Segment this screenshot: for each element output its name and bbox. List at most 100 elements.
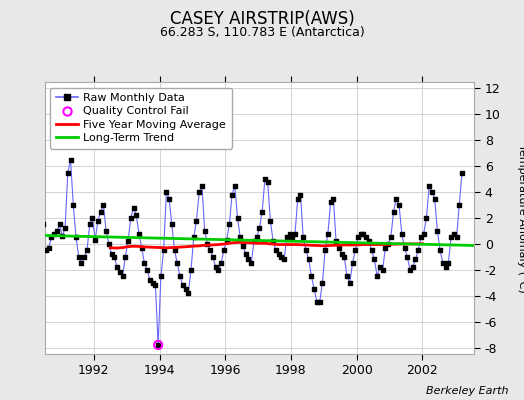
Point — [42, 247, 50, 254]
Point — [140, 260, 149, 266]
Point — [99, 202, 107, 208]
Point — [255, 225, 264, 232]
Point — [212, 264, 220, 270]
Point — [228, 192, 236, 198]
Text: 66.283 S, 110.783 E (Antarctica): 66.283 S, 110.783 E (Antarctica) — [160, 26, 364, 39]
Point — [56, 221, 64, 228]
Point — [329, 195, 337, 202]
Point — [181, 286, 190, 292]
Point — [195, 189, 203, 195]
Point — [346, 280, 354, 286]
Point — [304, 256, 313, 263]
Point — [222, 237, 231, 243]
Point — [217, 260, 225, 266]
Point — [264, 178, 272, 185]
Point — [102, 228, 111, 234]
Point — [96, 208, 105, 215]
Point — [58, 233, 67, 239]
Point — [378, 267, 387, 273]
Point — [173, 260, 181, 266]
Legend: Raw Monthly Data, Quality Control Fail, Five Year Moving Average, Long-Term Tren: Raw Monthly Data, Quality Control Fail, … — [50, 88, 232, 149]
Point — [137, 244, 146, 251]
Point — [63, 170, 72, 176]
Point — [159, 247, 168, 254]
Point — [409, 264, 417, 270]
Point — [91, 237, 100, 243]
Point — [365, 238, 373, 244]
Point — [74, 254, 83, 260]
Point — [236, 234, 245, 241]
Point — [113, 264, 121, 270]
Point — [282, 234, 291, 241]
Point — [143, 267, 151, 273]
Point — [247, 260, 255, 266]
Point — [458, 170, 466, 176]
Point — [214, 267, 223, 273]
Point — [433, 228, 442, 234]
Point — [277, 254, 286, 260]
Point — [176, 273, 184, 280]
Point — [354, 234, 362, 241]
Point — [441, 264, 450, 270]
Point — [184, 290, 192, 296]
Point — [335, 244, 343, 251]
Point — [450, 230, 458, 237]
Point — [192, 217, 201, 224]
Point — [293, 195, 302, 202]
Point — [269, 238, 277, 244]
Point — [310, 286, 319, 292]
Point — [105, 241, 113, 247]
Point — [34, 170, 42, 176]
Point — [187, 267, 195, 273]
Point — [127, 215, 135, 221]
Point — [428, 189, 436, 195]
Point — [321, 247, 329, 254]
Point — [411, 256, 420, 263]
Point — [332, 238, 340, 244]
Y-axis label: Temperature Anomaly (°C): Temperature Anomaly (°C) — [517, 144, 524, 292]
Point — [203, 241, 212, 247]
Point — [107, 251, 116, 258]
Point — [201, 228, 209, 234]
Point — [455, 202, 463, 208]
Point — [179, 282, 187, 288]
Point — [420, 230, 428, 237]
Point — [296, 192, 304, 198]
Point — [362, 234, 370, 241]
Point — [367, 247, 376, 254]
Point — [31, 173, 39, 180]
Point — [430, 195, 439, 202]
Point — [118, 273, 127, 280]
Point — [72, 234, 80, 241]
Point — [266, 217, 275, 224]
Point — [356, 230, 365, 237]
Point — [61, 225, 69, 232]
Point — [88, 215, 96, 221]
Point — [45, 244, 53, 251]
Point — [340, 254, 348, 260]
Point — [299, 234, 308, 241]
Point — [25, 230, 34, 237]
Point — [78, 260, 86, 266]
Point — [83, 247, 91, 254]
Point — [400, 244, 409, 251]
Text: Berkeley Earth: Berkeley Earth — [426, 386, 508, 396]
Point — [28, 228, 36, 234]
Point — [286, 230, 294, 237]
Point — [348, 260, 357, 266]
Point — [387, 234, 395, 241]
Point — [337, 251, 346, 258]
Point — [370, 256, 379, 263]
Point — [231, 182, 239, 189]
Point — [121, 254, 129, 260]
Point — [85, 221, 94, 228]
Point — [250, 238, 258, 244]
Point — [381, 244, 389, 251]
Point — [242, 251, 250, 258]
Point — [392, 195, 400, 202]
Point — [135, 230, 143, 237]
Point — [146, 277, 154, 283]
Point — [384, 241, 392, 247]
Point — [422, 215, 431, 221]
Point — [198, 182, 206, 189]
